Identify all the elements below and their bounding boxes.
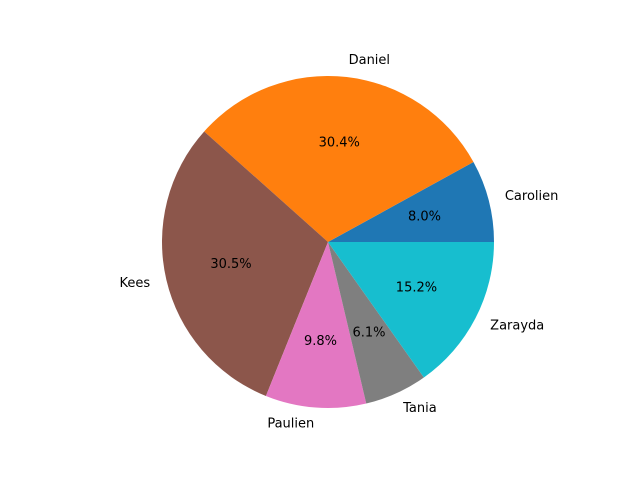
pie-slices bbox=[162, 75, 494, 408]
pie-percent-label-tania: 6.1% bbox=[352, 325, 385, 340]
pie-label-carolien: Carolien bbox=[505, 189, 559, 204]
pie-percent-label-kees: 30.5% bbox=[210, 257, 251, 272]
pie-label-kees: Kees bbox=[120, 276, 151, 291]
pie-slice-paulien bbox=[265, 242, 367, 408]
pie-label-daniel: Daniel bbox=[349, 53, 390, 68]
pie-label-zarayda: Zarayda bbox=[490, 318, 544, 333]
pie-percent-label-carolien: 8.0% bbox=[408, 210, 441, 225]
pie-labels: 8.0% Carolien 30.4% Daniel 30.5% Kees 9.8% Paul… bbox=[120, 53, 559, 432]
pie-slice-carolien bbox=[328, 162, 494, 242]
pie-slice-daniel bbox=[204, 75, 474, 242]
pie-slice-kees bbox=[162, 131, 328, 396]
pie-slice-zarayda bbox=[328, 242, 494, 378]
pie-percent-label-zarayda: 15.2% bbox=[396, 280, 437, 295]
pie-slice-tania bbox=[328, 242, 424, 404]
pie-percent-label-daniel: 30.4% bbox=[319, 136, 360, 151]
pie-label-paulien: Paulien bbox=[267, 417, 314, 432]
pie-percent-label-paulien: 9.8% bbox=[304, 334, 337, 349]
pie-label-tania: Tania bbox=[402, 401, 437, 416]
